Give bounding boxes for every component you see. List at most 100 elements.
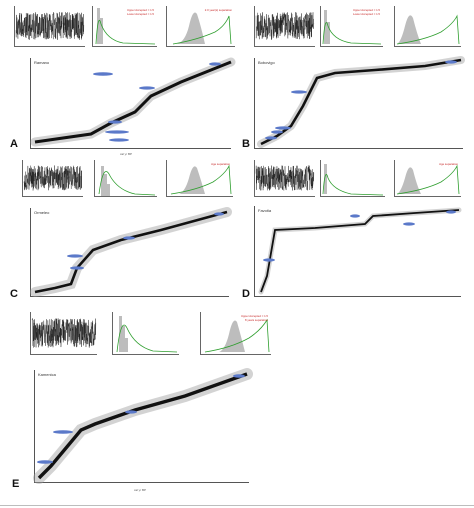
date-marker — [445, 60, 457, 64]
date-marker — [265, 136, 277, 140]
panel-c-memory-plot — [166, 160, 233, 197]
posterior-bar — [324, 10, 327, 44]
date-marker — [214, 212, 224, 216]
panel-d-site-name: Favotia — [258, 208, 272, 213]
legend-line: Lower Accepted = 1.5 — [127, 11, 154, 16]
model-envelope — [258, 207, 462, 295]
model-mean-line — [260, 209, 460, 293]
date-marker — [209, 62, 221, 66]
posterior-bar — [125, 338, 128, 352]
posterior-bar — [101, 166, 104, 196]
prior-curve — [170, 164, 232, 195]
panel-e-site-name: Kamenica — [38, 372, 56, 377]
posterior-hump — [177, 12, 205, 44]
prior-curve — [172, 15, 232, 45]
panel-b-memory-plot — [394, 6, 461, 47]
date-marker — [67, 254, 83, 258]
panel-c-acc-rate-plot — [94, 160, 157, 197]
posterior-bar — [97, 8, 100, 44]
date-marker — [37, 460, 53, 464]
legend-line: Lower Accepted = 1.5 — [353, 11, 380, 16]
trace-line — [255, 12, 315, 40]
posterior-hump — [179, 166, 205, 194]
date-marker — [70, 266, 84, 270]
panel-e-age-axis-title: cal yr BP — [134, 488, 147, 492]
date-marker — [109, 138, 129, 142]
legend-line: 8 years separation — [244, 317, 268, 322]
panel-e-letter: E — [12, 478, 20, 490]
panel-d-memory-plot — [394, 160, 461, 197]
posterior-bar — [100, 18, 103, 44]
posterior-bar — [327, 22, 330, 44]
prior-curve — [322, 174, 384, 196]
panel-a-acc-rate-plot — [92, 6, 157, 47]
date-marker — [53, 430, 73, 434]
date-marker — [123, 236, 135, 240]
posterior-bar — [324, 164, 327, 194]
panel-b-legend: Upper Accepted = 1.5 Lower Accepted = 1.… — [342, 8, 380, 16]
model-envelope — [257, 56, 465, 148]
prior-curve — [396, 164, 460, 195]
legend-line: Age separation — [211, 162, 230, 166]
posterior-hump — [397, 167, 421, 194]
date-marker — [275, 126, 291, 130]
bottom-divider — [0, 505, 474, 506]
trace-line — [255, 165, 315, 191]
date-marker — [233, 374, 245, 378]
posterior-bar — [107, 184, 110, 196]
panel-a-legend-memory: 2.0 year(s) separation — [192, 8, 232, 13]
date-marker — [93, 72, 113, 76]
panel-b-age-depth-model — [254, 56, 465, 149]
panel-a-age-depth-model — [30, 57, 236, 149]
date-marker — [291, 90, 307, 94]
prior-curve — [322, 22, 382, 45]
model-envelope — [30, 207, 232, 297]
date-marker — [403, 222, 415, 226]
panel-c-legend: Age separation — [192, 162, 230, 167]
panel-a-age-axis-title: cal yr BP — [120, 152, 133, 156]
trace-line — [15, 11, 85, 41]
trace-line — [31, 318, 97, 348]
posterior-hump — [219, 320, 245, 352]
model-envelope — [33, 368, 253, 484]
date-marker — [139, 86, 155, 90]
panel-c-site-name: Ormeleo — [34, 210, 50, 215]
panel-a-legend: Upper Accepted = 1.5 Lower Accepted = 1.… — [116, 8, 154, 16]
date-marker — [446, 210, 456, 214]
panel-a-memory-plot — [166, 6, 235, 47]
date-marker — [108, 120, 122, 124]
posterior-bar — [122, 326, 125, 352]
panel-b-site-name: Bobovigo — [258, 60, 275, 65]
panel-b-acc-rate-plot — [320, 6, 383, 47]
panel-d-letter: D — [242, 288, 250, 300]
panel-b-letter: B — [242, 138, 250, 150]
prior-curve — [396, 14, 460, 45]
panel-e-age-depth-model — [33, 368, 253, 484]
prior-curve — [116, 324, 178, 353]
panel-d-acc-rate-plot — [320, 160, 385, 197]
panel-d-legend: Age separation — [420, 162, 458, 167]
panel-a-letter: A — [10, 138, 18, 150]
model-mean-line — [37, 372, 248, 480]
posterior-bar — [104, 174, 107, 196]
date-marker — [350, 214, 360, 218]
panel-e-iteration-trace — [30, 312, 97, 355]
posterior-hump — [397, 15, 421, 45]
panel-a-iteration-trace — [14, 6, 85, 47]
panel-d-iteration-trace — [254, 160, 315, 197]
prior-curve — [95, 19, 156, 45]
legend-line: Age separation — [439, 162, 458, 166]
date-marker — [125, 410, 137, 414]
legend-line: Upper Accepted = 1.5 — [241, 314, 268, 318]
date-marker — [263, 258, 275, 262]
panel-c-age-depth-model — [30, 207, 232, 297]
panel-c-letter: C — [10, 288, 18, 300]
model-mean-line — [34, 210, 228, 294]
posterior-bar — [119, 316, 122, 352]
legend-line: Upper Accepted = 1.5 — [127, 8, 154, 12]
date-marker — [271, 130, 283, 134]
legend-line: Upper Accepted = 1.5 — [353, 8, 380, 12]
legend-line: 2.0 year(s) separation — [204, 8, 232, 12]
model-mean-line — [34, 60, 232, 144]
